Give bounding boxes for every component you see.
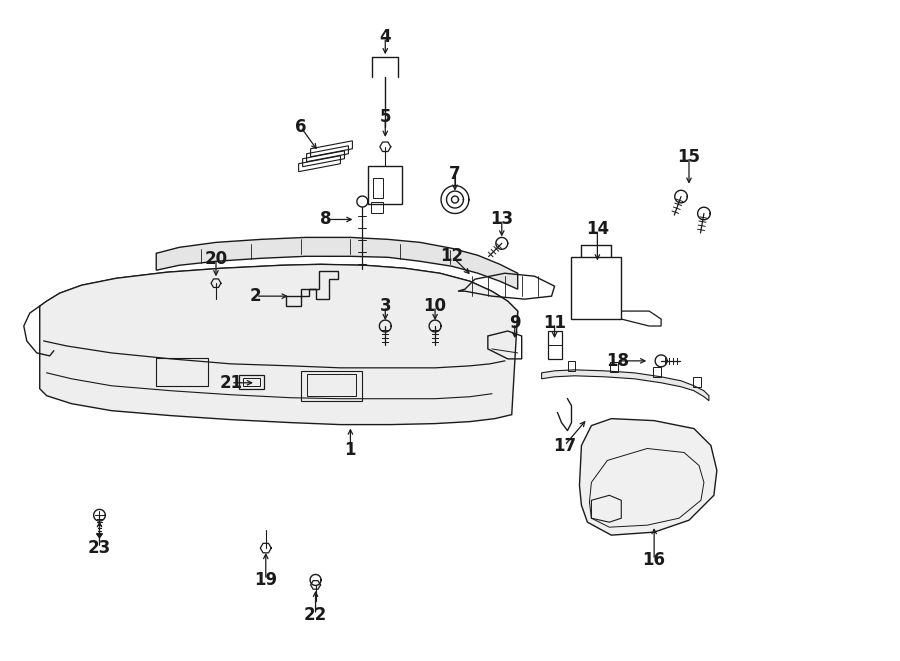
Text: 10: 10 [424,297,446,315]
Text: 4: 4 [380,28,392,46]
Bar [693,377,701,387]
Polygon shape [40,264,517,323]
Text: 21: 21 [220,373,242,392]
Text: 11: 11 [543,314,566,332]
Bar [374,178,383,198]
Bar [372,202,383,214]
Polygon shape [580,418,717,535]
Text: 2: 2 [250,287,262,305]
Text: 8: 8 [320,210,331,229]
Text: 3: 3 [380,297,392,315]
Text: 6: 6 [295,118,306,136]
Bar [243,378,260,386]
Bar [610,362,618,372]
Text: 23: 23 [88,539,111,557]
Text: 19: 19 [254,571,277,589]
Bar [653,367,662,377]
Bar [568,361,575,371]
Bar [547,331,562,359]
Text: 17: 17 [553,436,576,455]
Polygon shape [40,264,517,424]
Text: 18: 18 [606,352,629,370]
Text: 22: 22 [304,605,328,624]
Polygon shape [96,533,103,537]
Text: 12: 12 [440,247,464,265]
Text: 14: 14 [586,220,609,239]
Text: 7: 7 [449,165,461,182]
Text: 13: 13 [491,210,513,229]
Text: 9: 9 [508,314,520,332]
Text: 1: 1 [345,442,356,459]
Bar [307,374,356,396]
Text: 5: 5 [380,108,391,126]
Bar [238,375,264,389]
Polygon shape [542,370,709,401]
Text: 20: 20 [204,251,228,268]
Polygon shape [157,237,518,289]
Text: 15: 15 [678,147,700,166]
Bar [572,257,621,319]
Text: 16: 16 [643,551,666,569]
Bar [157,358,208,386]
Bar [301,371,363,401]
